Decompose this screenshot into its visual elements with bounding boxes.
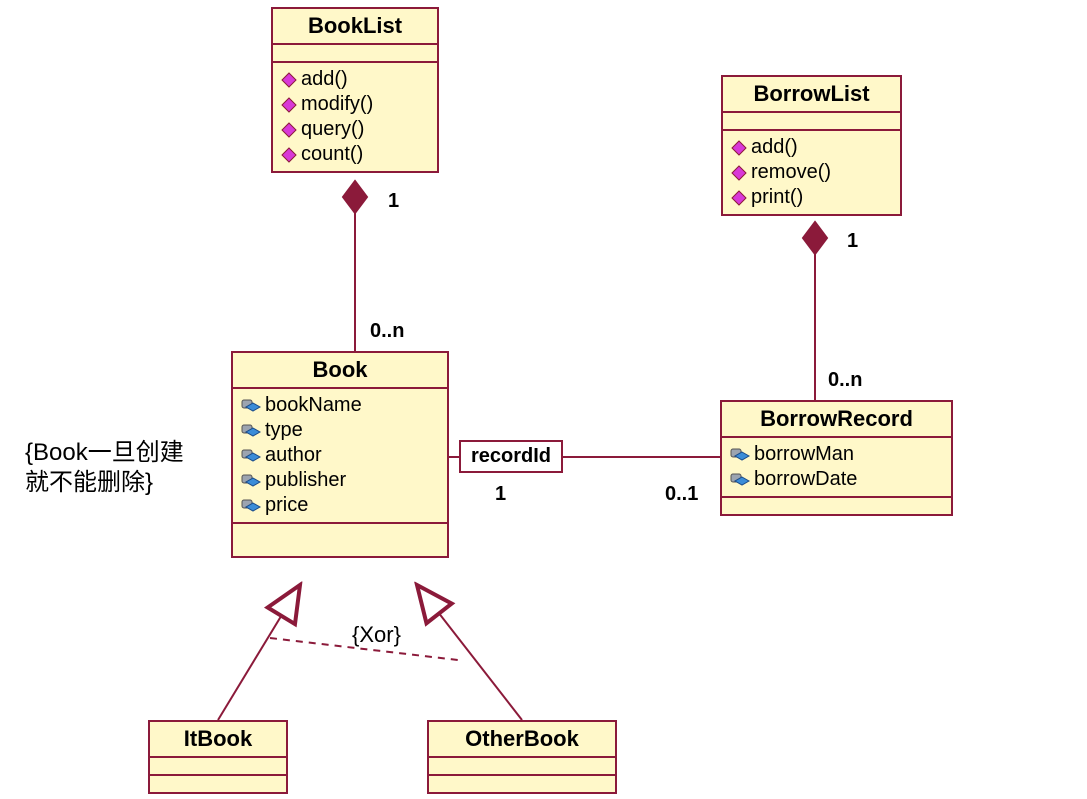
attribute-icon [241,449,261,463]
mult-borrowlist-many: 0..n [828,369,862,392]
attribute-label: bookName [265,394,362,417]
attribute-label: publisher [265,469,346,492]
class-borrowrecord: BorrowRecord borrowMan borrowDate [720,400,953,516]
class-title: Book [233,353,447,389]
method-row: count() [281,142,429,167]
methods-section [429,776,615,792]
methods-section: add() modify() query() count() [273,63,437,171]
class-title: BookList [273,9,437,45]
method-row: add() [731,135,892,160]
class-itbook: ItBook [148,720,288,794]
methods-section: add() remove() print() [723,131,900,214]
constraint-book-immutable: {Book一旦创建 就不能删除} [25,438,184,498]
attributes-section [150,758,286,776]
attribute-label: borrowDate [754,468,857,491]
class-borrowlist: BorrowList add() remove() print() [721,75,902,216]
method-label: print() [751,186,803,209]
class-title: BorrowList [723,77,900,113]
method-icon [281,72,297,88]
method-label: add() [751,136,798,159]
mult-booklist-many: 0..n [370,320,404,343]
methods-section [722,498,951,514]
edge-itbook-book [218,585,300,720]
attribute-row: price [241,493,439,518]
mult-borrowlist-one: 1 [847,230,858,253]
attribute-icon [241,399,261,413]
attribute-row: bookName [241,393,439,418]
attribute-row: borrowMan [730,442,943,467]
method-icon [731,165,747,181]
method-icon [281,97,297,113]
attribute-icon [241,474,261,488]
attribute-icon [241,424,261,438]
attribute-label: type [265,419,303,442]
method-row: add() [281,67,429,92]
class-title: OtherBook [429,722,615,758]
method-row: print() [731,185,892,210]
method-icon [731,140,747,156]
constraint-xor: {Xor} [352,622,401,648]
attributes-section [273,45,437,63]
mult-booklist-one: 1 [388,190,399,213]
attribute-icon [241,499,261,513]
method-label: count() [301,143,363,166]
method-label: add() [301,68,348,91]
attributes-section: borrowMan borrowDate [722,438,951,498]
method-icon [281,122,297,138]
class-booklist: BookList add() modify() query() count() [271,7,439,173]
mult-book-one: 1 [495,483,506,506]
class-otherbook: OtherBook [427,720,617,794]
method-label: remove() [751,161,831,184]
attribute-label: author [265,444,322,467]
attribute-icon [730,473,750,487]
method-label: modify() [301,93,373,116]
method-row: remove() [731,160,892,185]
attribute-label: borrowMan [754,443,854,466]
attribute-row: author [241,443,439,468]
attribute-row: type [241,418,439,443]
method-icon [731,190,747,206]
methods-section [150,776,286,792]
class-book: Book bookName type author publisher pric… [231,351,449,558]
method-row: modify() [281,92,429,117]
method-row: query() [281,117,429,142]
edge-otherbook-book [417,585,522,720]
attributes-section [723,113,900,131]
method-icon [281,147,297,163]
attribute-row: borrowDate [730,467,943,492]
mult-record-opt: 0..1 [665,483,698,506]
methods-section [233,524,447,556]
method-label: query() [301,118,364,141]
class-title: BorrowRecord [722,402,951,438]
class-title: ItBook [150,722,286,758]
attribute-row: publisher [241,468,439,493]
assoc-name-recordid: recordId [459,440,563,473]
attribute-icon [730,448,750,462]
attributes-section: bookName type author publisher price [233,389,447,524]
attributes-section [429,758,615,776]
attribute-label: price [265,494,308,517]
